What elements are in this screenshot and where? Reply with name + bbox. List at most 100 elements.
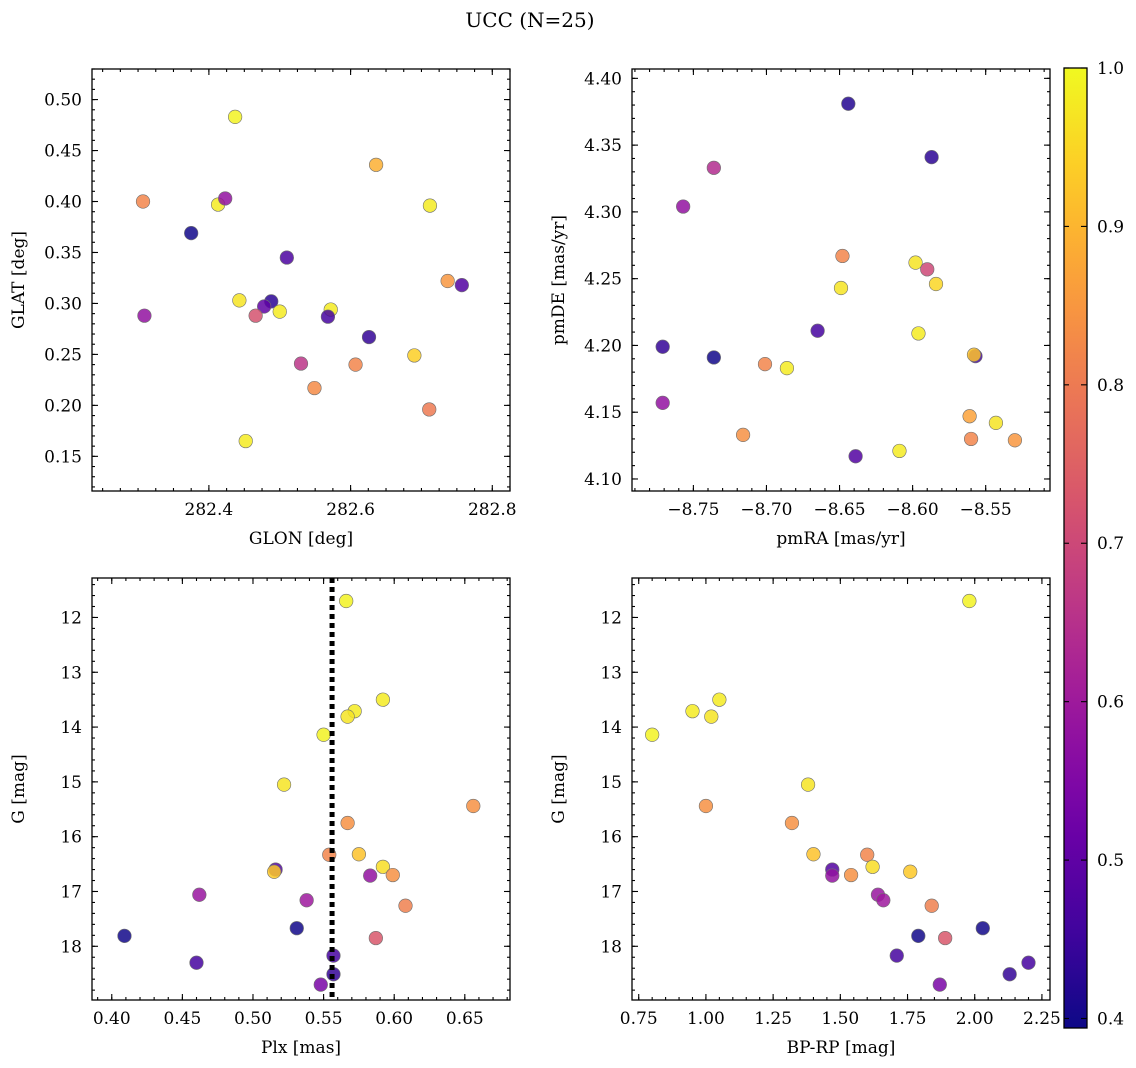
scatter-point (238, 433, 253, 449)
scatter-point (340, 709, 355, 724)
y-tick-label: 12 (60, 608, 82, 628)
scatter-point (361, 329, 377, 345)
axes-frame (91, 577, 511, 1001)
scatter-point (865, 859, 880, 874)
scatter-point (1002, 967, 1017, 982)
scatter-point (135, 194, 151, 209)
scatter-point (806, 847, 821, 862)
colorbar-tick-label: 0.4 (1097, 1009, 1124, 1029)
scatter-panel-4: 0.75 1.00 1.25 1.50 1.75 2.00 2.25 12 13 14 15 16 17… (549, 577, 1061, 1058)
scatter-point (385, 867, 400, 883)
scatter-point (911, 326, 926, 341)
x-axis-label: Plx [mas] (261, 1038, 341, 1058)
x-tick-label: 1.75 (889, 1009, 927, 1029)
scatter-point (232, 293, 247, 308)
scatter-point (841, 96, 856, 111)
colorbar: 0.4 0.5 0.6 0.7 0.8 0.9 1.0 (1063, 59, 1124, 1029)
x-tick-label: −8.65 (813, 500, 865, 520)
y-tick-label: 17 (60, 882, 82, 902)
plot-area (645, 593, 1036, 992)
scatter-point (908, 255, 923, 270)
scatter-point (911, 928, 926, 943)
y-tick-label: 12 (600, 608, 622, 628)
scatter-point (407, 348, 422, 363)
x-tick-label: 282.4 (185, 500, 234, 520)
plot-area (117, 578, 481, 1000)
x-tick-label: −8.75 (667, 500, 719, 520)
scatter-point (924, 150, 939, 165)
panels: 282.4 282.6 282.80.150.200.250.300.350.400… (9, 68, 1061, 1058)
colorbar-tick-label: 0.9 (1097, 217, 1124, 237)
scatter-point (440, 273, 455, 289)
scatter-point (903, 864, 918, 879)
scatter-point (293, 356, 309, 371)
scatter-point (876, 893, 891, 908)
scatter-point (924, 898, 939, 913)
y-axis-label: GLAT [deg] (9, 231, 29, 329)
scatter-point (704, 709, 719, 724)
scatter-point (975, 921, 990, 936)
scatter-point (712, 692, 727, 707)
scatter-point (779, 361, 795, 376)
plot-area (135, 109, 469, 449)
x-tick-label: 1.25 (754, 1009, 792, 1029)
figure-title: UCC (N=25) (465, 8, 594, 32)
scatter-point (192, 887, 207, 902)
scatter-point (422, 402, 437, 417)
scatter-point (117, 928, 132, 943)
y-tick-label: 4.15 (584, 403, 622, 423)
x-tick-label: 1.50 (821, 1009, 859, 1029)
scatter-point (843, 867, 859, 883)
scatter-panel-2: −8.75 −8.70 −8.65 −8.60 −8.55 4.10 4.15 4.20 4.2… (549, 68, 1051, 549)
scatter-point (368, 930, 383, 946)
x-tick-label: 1.00 (687, 1009, 725, 1029)
scatter-point (316, 727, 331, 742)
scatter-point (368, 157, 384, 172)
x-tick-label: 282.8 (468, 500, 517, 520)
scatter-point (735, 427, 751, 443)
y-tick-label: 0.40 (44, 193, 82, 213)
y-tick-label: 4.25 (584, 270, 622, 290)
y-tick-label: 18 (600, 937, 622, 957)
y-axis-label: G [mag] (9, 754, 29, 823)
scatter-point (348, 357, 363, 372)
x-tick-label: 2.00 (956, 1009, 994, 1029)
scatter-point (932, 977, 947, 992)
scatter-point (825, 868, 840, 883)
x-tick-label: 0.60 (375, 1009, 413, 1029)
scatter-point (920, 262, 935, 277)
x-tick-label: −8.70 (740, 500, 792, 520)
scatter-point (784, 815, 800, 831)
scatter-point (835, 248, 850, 264)
colorbar-tick-label: 0.7 (1097, 534, 1124, 554)
y-axis-label: G [mag] (549, 754, 569, 823)
y-tick-label: 16 (60, 828, 82, 848)
colorbar-gradient (1064, 68, 1087, 1028)
scatter-point (848, 449, 863, 464)
scatter-point (307, 380, 322, 396)
x-tick-label: 0.65 (446, 1009, 484, 1029)
x-tick-label: −8.55 (960, 500, 1012, 520)
y-tick-label: 4.10 (584, 470, 622, 490)
scatter-point (351, 847, 366, 862)
scatter-point (800, 777, 816, 792)
scatter-point (655, 395, 670, 410)
colorbar-tick-label: 0.6 (1097, 693, 1124, 713)
scatter-point (363, 868, 378, 883)
scatter-point (228, 109, 243, 125)
scatter-point (422, 198, 438, 213)
x-tick-label: 2.25 (1023, 1009, 1061, 1029)
scatter-panel-1: 282.4 282.6 282.8 0.15 0.20 0.25 0.30 0.35 0.40 0… (9, 68, 517, 549)
x-tick-label: 0.50 (234, 1009, 272, 1029)
y-tick-label: 0.30 (44, 294, 82, 314)
scatter-point (267, 864, 282, 879)
scatter-point (339, 593, 354, 609)
scatter-point (1021, 955, 1036, 970)
scatter-point (655, 339, 670, 354)
scatter-point (454, 277, 469, 293)
axes-frame (91, 68, 511, 492)
scatter-point (757, 357, 773, 372)
scatter-point (889, 948, 904, 963)
y-tick-label: 15 (600, 773, 622, 793)
